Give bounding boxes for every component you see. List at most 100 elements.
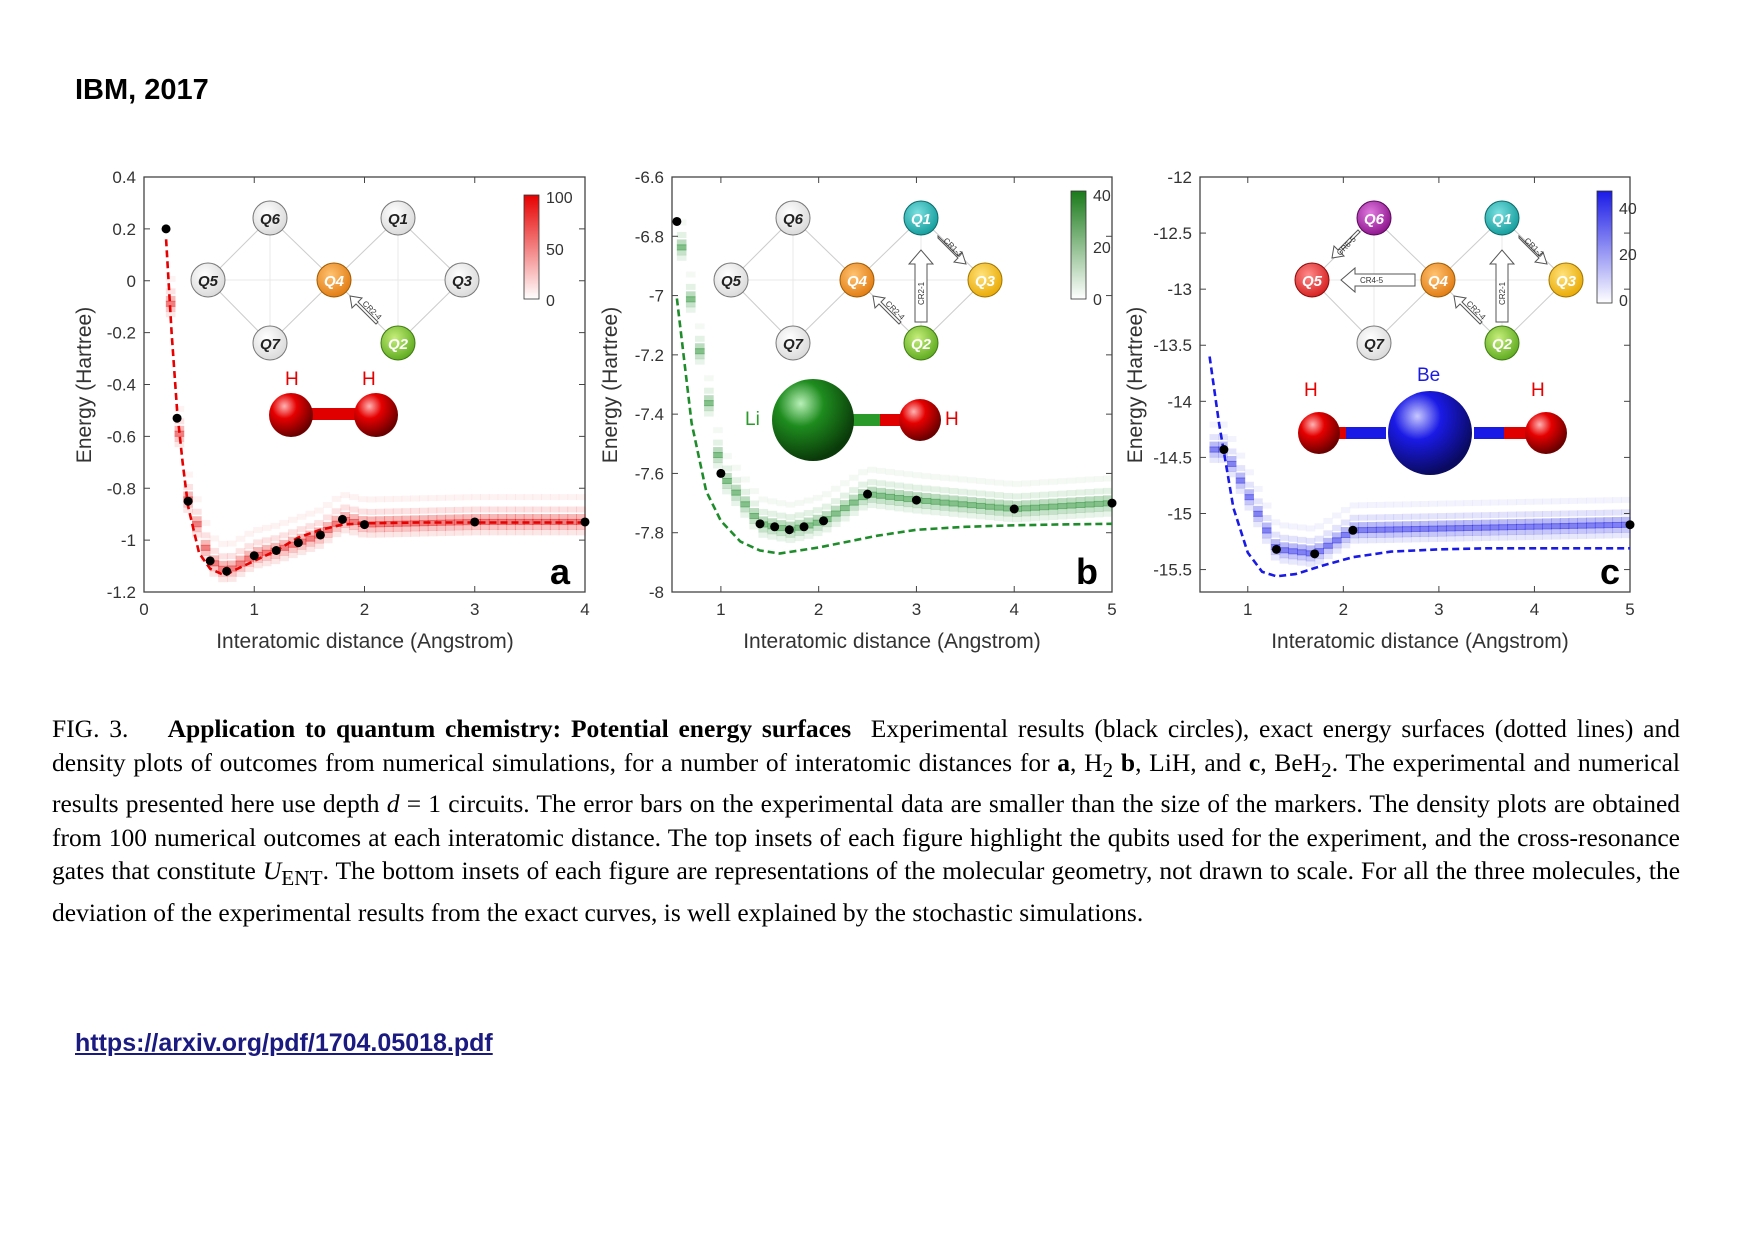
density-cell (722, 482, 732, 489)
density-cell (1445, 535, 1456, 542)
density-cell (209, 555, 220, 562)
density-cell (1437, 513, 1447, 520)
density-cell (830, 515, 841, 522)
density-cell (558, 518, 569, 525)
density-cell (1253, 485, 1263, 492)
y-tick-label: -7 (649, 287, 664, 306)
caption-heading: Application to quantum chemistry: Potent… (167, 714, 852, 743)
gate-arrow-cr6-5: CR6-5 (1331, 229, 1361, 259)
density-cell (1358, 532, 1368, 539)
density-cell (183, 506, 193, 513)
density-cell (1568, 510, 1579, 517)
density-cell (453, 524, 464, 531)
density-cell (1030, 499, 1041, 506)
density-cell (1030, 479, 1041, 486)
density-cell (1472, 529, 1482, 536)
density-cell (758, 496, 769, 503)
density-cell (1066, 477, 1077, 484)
density-cell (1093, 495, 1104, 502)
density-cell (776, 525, 787, 532)
density-cell (966, 477, 977, 484)
density-cell (1021, 492, 1031, 499)
density-cell (226, 540, 237, 547)
density-cell (858, 469, 868, 476)
svg-text:CR2-1: CR2-1 (1498, 281, 1507, 305)
density-cell (885, 488, 895, 495)
density-cell (1384, 501, 1395, 508)
density-cell (1340, 519, 1351, 526)
qubit-q4: Q4 (316, 262, 352, 298)
density-cell (676, 239, 687, 246)
density-cell (288, 552, 298, 559)
density-cell (296, 543, 307, 550)
density-cell (1084, 476, 1095, 483)
density-cell (1524, 523, 1535, 530)
density-cell (471, 506, 481, 513)
density-cell (314, 507, 324, 514)
density-cell (939, 504, 950, 511)
density-cell (541, 506, 551, 513)
density-cell (794, 519, 805, 526)
panel-c-x-ticks: 1 2 3 4 5 (1243, 177, 1635, 619)
density-cell (749, 488, 760, 495)
qubit-q2: Q2 (1484, 325, 1520, 361)
svg-text:Q4: Q4 (324, 273, 345, 290)
density-cell (1262, 515, 1272, 522)
density-cell (930, 509, 941, 516)
density-cell (1244, 504, 1254, 511)
density-cell (567, 494, 577, 501)
density-cell (1594, 522, 1605, 529)
panel-c-y-label: Energy (Hartree) (1124, 307, 1147, 463)
qubit-q5: Q5 (713, 262, 749, 298)
density-cell (985, 503, 995, 510)
density-cell (349, 524, 359, 531)
density-cell (331, 508, 342, 515)
density-cell (876, 503, 886, 510)
density-cell (840, 515, 850, 522)
density-cell (830, 520, 841, 527)
density-cell (1314, 553, 1325, 560)
density-cell (1084, 511, 1095, 518)
density-cell (244, 543, 255, 550)
density-cell (776, 520, 787, 527)
density-cell (1445, 500, 1456, 507)
source-link[interactable]: https://arxiv.org/pdf/1704.05018.pdf (75, 1029, 493, 1057)
density-cell (1559, 518, 1570, 525)
density-cell (803, 532, 814, 539)
density-cell (812, 530, 823, 537)
density-cell (1463, 535, 1473, 542)
density-cell (985, 491, 995, 498)
density-cell (1393, 501, 1403, 508)
density-cell (903, 483, 914, 490)
density-cell (1003, 480, 1013, 487)
density-cell (1472, 519, 1482, 526)
density-cell (685, 306, 696, 313)
density-cell (794, 529, 805, 536)
svg-text:20: 20 (1093, 240, 1111, 257)
density-cell (1048, 514, 1059, 521)
density-cell (1621, 532, 1631, 539)
density-cell (1075, 512, 1086, 519)
density-cell (1402, 526, 1412, 533)
density-cell (410, 507, 420, 514)
density-cell (514, 518, 525, 525)
density-cell (576, 529, 586, 536)
density-cell (174, 405, 185, 412)
density-cell (1279, 552, 1289, 559)
density-cell (418, 525, 429, 532)
density-cell (532, 513, 543, 520)
density-cell (740, 511, 750, 518)
density-cell (462, 506, 473, 513)
density-cell (749, 508, 760, 515)
density-cell (885, 498, 895, 505)
density-cell (322, 502, 333, 509)
density-cell (1075, 501, 1086, 508)
density-cell (812, 519, 823, 526)
panel-c-colorbar: 40 20 0 (1596, 190, 1637, 310)
density-cell (366, 531, 377, 538)
density-cell (514, 523, 525, 530)
density-cell (957, 511, 968, 518)
density-cell (1297, 536, 1307, 543)
density-cell (1270, 554, 1281, 561)
density-cell (1297, 544, 1307, 551)
